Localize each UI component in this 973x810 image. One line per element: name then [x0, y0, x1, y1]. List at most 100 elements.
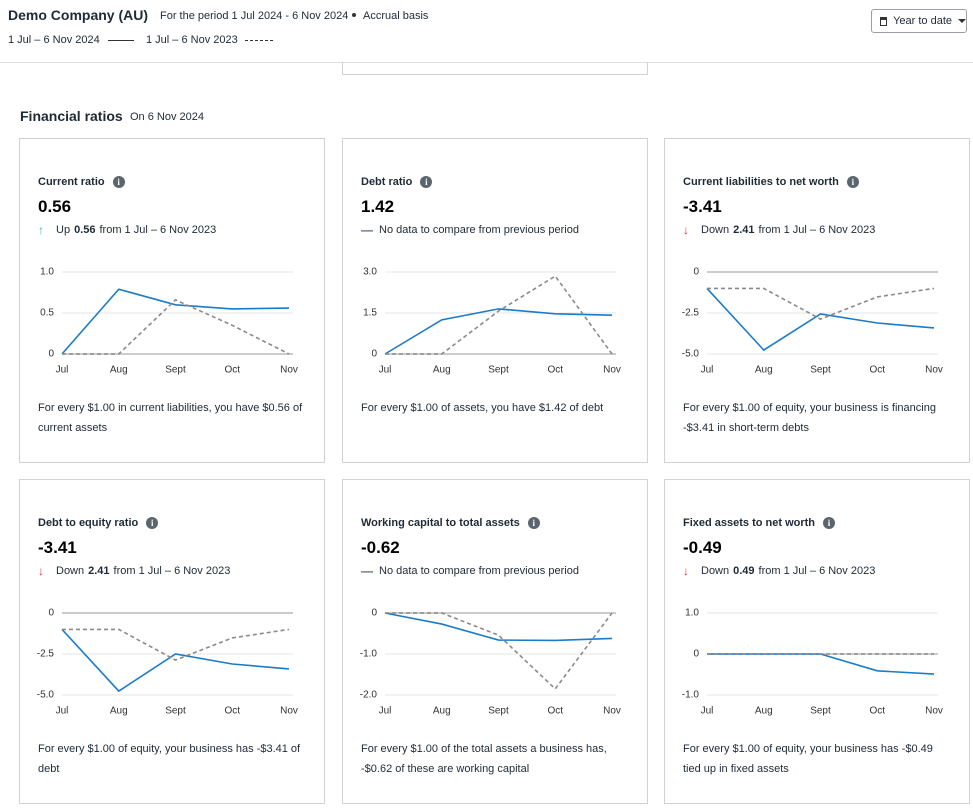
trend-icon: ↓	[38, 564, 44, 578]
x-tick-label: Aug	[433, 706, 451, 717]
series-line	[385, 612, 613, 691]
title-text: Current ratio	[38, 176, 105, 188]
card-value: -3.41	[683, 197, 722, 216]
x-tick-label: Sept	[488, 706, 509, 717]
x-tick-label: Nov	[603, 706, 621, 717]
change: ↑ Up 0.56 from 1 Jul – 6 Nov 2023	[38, 223, 216, 237]
series-line	[62, 628, 290, 661]
y-tick-label: -5.0	[37, 690, 55, 701]
series-line	[706, 287, 935, 352]
x-tick-label: Nov	[925, 706, 943, 717]
trend-icon: ↓	[683, 223, 689, 237]
period: For the period 1 Jul 2024 - 6 Nov 2024	[160, 10, 349, 22]
header-divider	[0, 62, 973, 63]
button-label: Year to date	[893, 15, 952, 27]
chart: 0 0.5 1.0 Jul Aug Sept Oct Nov	[40, 267, 298, 376]
y-tick-label: 1.0	[685, 608, 699, 619]
x-tick-label: Nov	[280, 365, 298, 376]
y-tick-label: 0	[693, 649, 699, 660]
change: ↓ Down 0.49 from 1 Jul – 6 Nov 2023	[683, 564, 875, 578]
x-tick-label: Oct	[224, 365, 240, 376]
bullet	[352, 13, 356, 17]
section-title: Financial ratios	[20, 108, 123, 124]
card-value: 0.56	[38, 197, 72, 216]
change-amount: 0.49	[733, 565, 755, 577]
card-value: 1.42	[361, 197, 395, 216]
x-tick-label: Oct	[547, 706, 563, 717]
description: For every $1.00 in current liabilities, …	[38, 402, 303, 434]
x-tick-label: Oct	[547, 365, 563, 376]
y-tick-label: 0.5	[40, 308, 54, 319]
y-tick-label: 1.0	[40, 267, 54, 278]
series-line	[61, 628, 290, 693]
change: ↓ Down 2.41 from 1 Jul – 6 Nov 2023	[683, 223, 875, 237]
y-tick-label: -1.0	[682, 690, 700, 701]
calendar-icon	[880, 16, 888, 26]
legend-solid	[108, 40, 134, 41]
x-tick-label: Sept	[488, 365, 509, 376]
change-text: from 1 Jul – 6 Nov 2023	[99, 224, 217, 236]
change-text: No data to compare from previous period	[379, 224, 579, 236]
card-value: -3.41	[38, 538, 77, 557]
card-title: Debt to equity ratio i	[38, 517, 159, 529]
card-title: Fixed assets to net worth i	[683, 517, 836, 529]
y-tick-label: 0	[371, 349, 377, 360]
card-value: -0.49	[683, 538, 722, 557]
chart: -2.0 -1.0 0 Jul Aug Sept Oct Nov	[360, 608, 621, 717]
legend-current: 1 Jul – 6 Nov 2024	[8, 34, 100, 46]
y-tick-label: -2.0	[360, 690, 378, 701]
description: For every $1.00 of equity, your business…	[683, 743, 933, 775]
card-title: Debt ratio i	[361, 176, 433, 188]
description: For every $1.00 of equity, your business…	[683, 402, 936, 434]
y-tick-label: -2.5	[682, 308, 700, 319]
y-tick-label: 3.0	[363, 267, 377, 278]
period-button[interactable]: Year to date	[871, 9, 967, 33]
chart: -1.0 0 1.0 Jul Aug Sept Oct Nov	[682, 608, 943, 717]
ratio-card: Current ratio i 0.56 ↑ Up 0.56 from 1 Jul – 6 …	[19, 138, 325, 463]
y-tick-label: 0	[48, 608, 54, 619]
legend-previous: 1 Jul – 6 Nov 2023	[146, 34, 238, 46]
series-line	[62, 298, 290, 355]
x-tick-label: Aug	[755, 706, 773, 717]
basis: Accrual basis	[363, 10, 429, 22]
x-tick-label: Jul	[56, 706, 69, 717]
trend-icon: —	[361, 223, 373, 237]
change-text: from 1 Jul – 6 Nov 2023	[758, 224, 876, 236]
company-name: Demo Company (AU)	[8, 7, 149, 23]
ratio-card: Fixed assets to net worth i -0.49 ↓ Down 0.49…	[664, 479, 970, 804]
x-tick-label: Jul	[379, 365, 392, 376]
y-tick-label: -2.5	[37, 649, 55, 660]
change: — No data to compare from previous period	[361, 223, 579, 237]
y-tick-label: 1.5	[363, 308, 377, 319]
info-icon: i	[112, 176, 125, 188]
change-amount: 2.41	[733, 224, 755, 236]
x-tick-label: Oct	[869, 706, 885, 717]
change-direction: Down	[701, 565, 730, 577]
series-line	[61, 288, 290, 355]
series-line	[707, 287, 935, 320]
info-icon: i	[823, 517, 836, 529]
description: For every $1.00 of the total assets a bu…	[361, 743, 607, 775]
x-tick-label: Nov	[603, 365, 621, 376]
change-text: from 1 Jul – 6 Nov 2023	[113, 565, 231, 577]
x-tick-label: Jul	[701, 706, 714, 717]
info-icon: i	[420, 176, 433, 188]
card-remnant	[342, 62, 648, 75]
title-text: Working capital to total assets	[361, 517, 520, 529]
y-tick-label: -1.0	[360, 649, 378, 660]
x-tick-label: Sept	[810, 706, 831, 717]
trend-icon: ↓	[683, 564, 689, 578]
x-tick-label: Jul	[379, 706, 392, 717]
description: For every $1.00 of assets, you have $1.4…	[361, 402, 604, 414]
series-line	[707, 653, 935, 675]
ratio-card: Working capital to total assets i -0.62 — No…	[342, 479, 648, 804]
x-tick-label: Aug	[110, 365, 128, 376]
x-tick-label: Sept	[165, 706, 186, 717]
info-icon: i	[527, 517, 540, 529]
ratio-card: Current liabilities to net worth i -3.41 ↓ D…	[664, 138, 970, 463]
info-icon: i	[846, 176, 859, 188]
card-value: -0.62	[361, 538, 400, 557]
title-text: Debt to equity ratio	[38, 517, 139, 529]
change: ↓ Down 2.41 from 1 Jul – 6 Nov 2023	[38, 564, 230, 578]
